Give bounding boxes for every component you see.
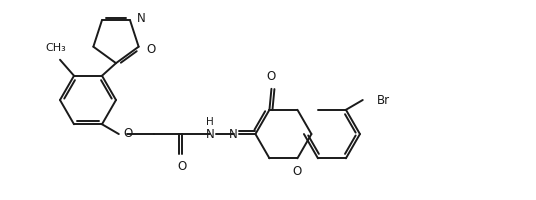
Text: O: O (147, 43, 156, 56)
Text: CH₃: CH₃ (46, 43, 66, 53)
Text: O: O (124, 127, 133, 140)
Text: H: H (206, 117, 214, 127)
Text: N: N (205, 128, 214, 141)
Text: O: O (267, 70, 276, 83)
Text: O: O (177, 160, 187, 173)
Text: O: O (293, 165, 302, 178)
Text: N: N (137, 12, 146, 25)
Text: Br: Br (377, 94, 390, 106)
Text: N: N (229, 128, 238, 141)
